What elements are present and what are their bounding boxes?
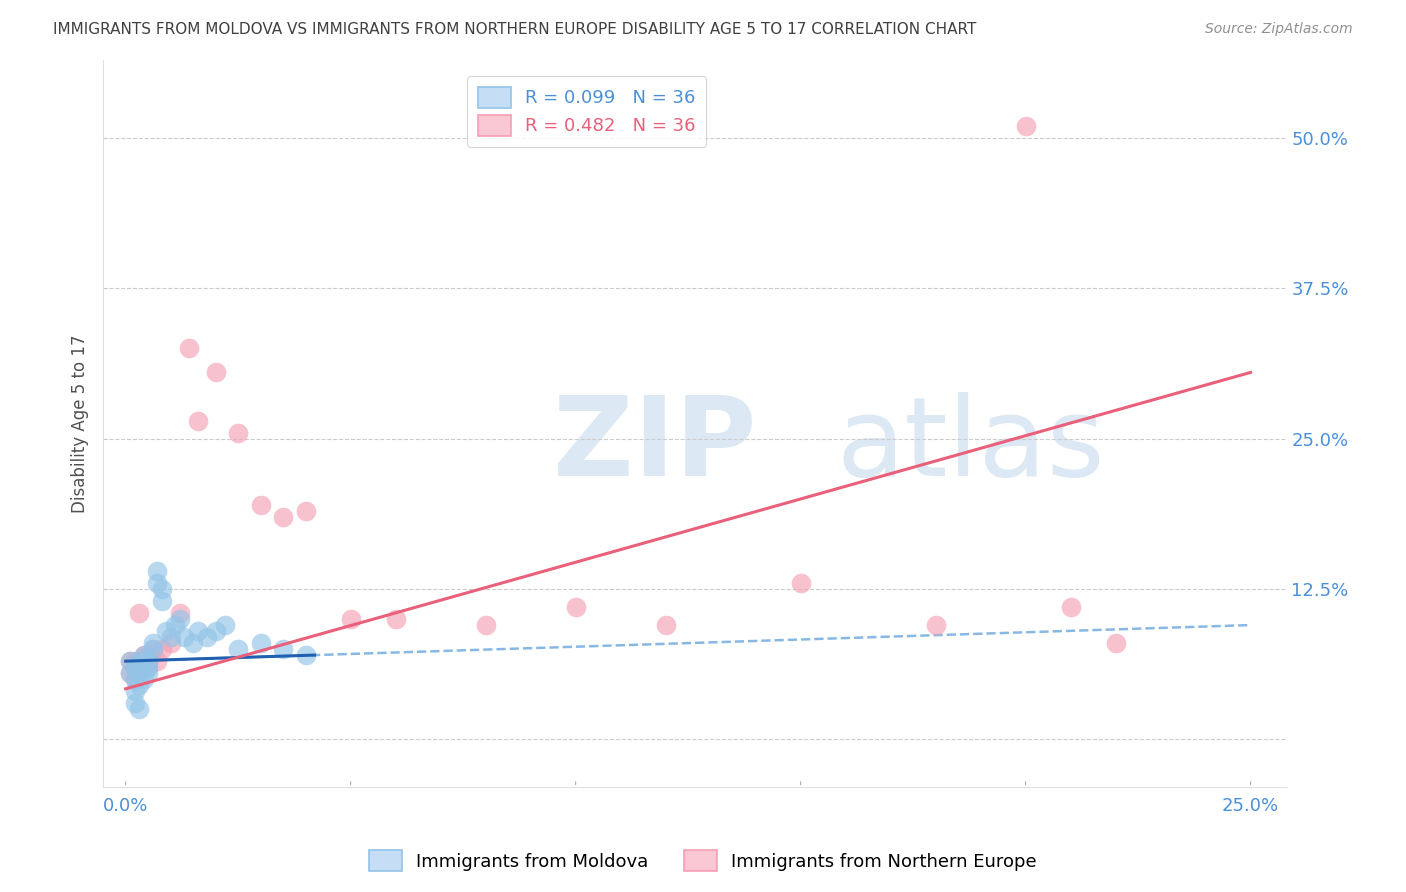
Point (132, 660, 155, 674)
Point (294, 504, 316, 518)
Point (128, 666, 150, 681)
Point (142, 642, 165, 657)
Point (124, 696, 146, 710)
Text: 25.0%: 25.0% (1222, 797, 1279, 815)
Point (132, 660, 155, 674)
Point (150, 642, 173, 657)
Point (132, 648, 155, 662)
Point (150, 582, 173, 596)
Point (249, 636, 271, 650)
Point (474, 618, 496, 632)
Point (195, 630, 218, 644)
Point (165, 618, 187, 632)
Point (120, 654, 142, 668)
Point (128, 666, 150, 681)
Point (128, 654, 150, 668)
Point (128, 606, 150, 620)
Point (384, 612, 406, 626)
Point (177, 342, 200, 356)
Point (136, 654, 159, 668)
Point (169, 612, 191, 626)
Point (169, 606, 191, 620)
Legend: R = 0.099   N = 36, R = 0.482   N = 36: R = 0.099 N = 36, R = 0.482 N = 36 (467, 76, 706, 146)
Point (654, 618, 676, 632)
Point (173, 630, 195, 644)
Point (204, 624, 226, 638)
Point (187, 413, 209, 427)
Point (226, 425, 249, 440)
Point (271, 509, 294, 524)
Point (128, 702, 150, 716)
Point (124, 660, 146, 674)
Point (132, 654, 155, 668)
Point (159, 636, 181, 650)
Point (136, 660, 159, 674)
Point (1104, 636, 1126, 650)
Point (136, 648, 159, 662)
Point (1014, 119, 1036, 133)
Point (124, 684, 146, 698)
Point (124, 654, 146, 668)
Point (271, 642, 294, 657)
Point (120, 666, 142, 681)
Text: 0.0%: 0.0% (103, 797, 148, 815)
Point (120, 654, 142, 668)
Point (339, 612, 361, 626)
Point (132, 672, 155, 686)
Point (146, 564, 169, 578)
Point (187, 624, 209, 638)
Text: ZIP: ZIP (553, 392, 756, 499)
Point (204, 365, 226, 379)
Point (124, 672, 146, 686)
Point (214, 618, 236, 632)
Point (128, 654, 150, 668)
Point (146, 576, 169, 591)
Point (564, 600, 586, 615)
Point (150, 594, 173, 608)
Point (142, 642, 165, 657)
Point (142, 636, 165, 650)
Text: IMMIGRANTS FROM MOLDOVA VS IMMIGRANTS FROM NORTHERN EUROPE DISABILITY AGE 5 TO 1: IMMIGRANTS FROM MOLDOVA VS IMMIGRANTS FR… (53, 22, 977, 37)
Point (1059, 600, 1081, 615)
Text: Source: ZipAtlas.com: Source: ZipAtlas.com (1205, 22, 1353, 37)
Point (294, 648, 316, 662)
Point (924, 618, 946, 632)
Point (146, 654, 169, 668)
Point (249, 498, 271, 512)
Point (136, 660, 159, 674)
Point (226, 642, 249, 657)
Y-axis label: Disability Age 5 to 17: Disability Age 5 to 17 (72, 334, 89, 513)
Point (128, 678, 150, 692)
Point (181, 636, 204, 650)
Point (159, 630, 181, 644)
Point (124, 672, 146, 686)
Point (120, 666, 142, 681)
Point (136, 654, 159, 668)
Point (124, 660, 146, 674)
Point (789, 576, 811, 591)
Legend: Immigrants from Moldova, Immigrants from Northern Europe: Immigrants from Moldova, Immigrants from… (361, 843, 1045, 879)
Text: atlas: atlas (837, 392, 1105, 499)
Point (155, 624, 177, 638)
Point (136, 666, 159, 681)
Point (132, 648, 155, 662)
